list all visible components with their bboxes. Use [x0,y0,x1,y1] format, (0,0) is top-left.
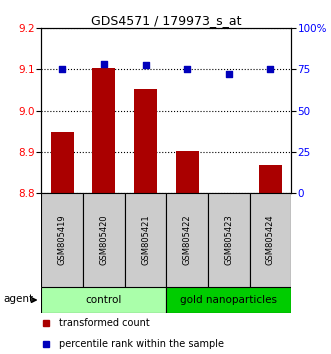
Bar [51,132,74,193]
Text: GSM805420: GSM805420 [99,215,108,265]
Text: GSM805423: GSM805423 [224,215,233,265]
Text: agent: agent [3,294,33,304]
Bar [250,193,291,287]
Text: GSM805424: GSM805424 [266,215,275,265]
Text: GSM805422: GSM805422 [183,215,192,265]
Bar [259,165,282,193]
Bar [41,287,166,313]
Bar [134,89,157,193]
Bar [83,193,125,287]
Text: percentile rank within the sample: percentile rank within the sample [59,339,224,349]
Point [101,61,107,67]
Bar [208,193,250,287]
Bar [176,151,199,193]
Title: GDS4571 / 179973_s_at: GDS4571 / 179973_s_at [91,14,242,27]
Text: GSM805419: GSM805419 [58,215,67,265]
Text: transformed count: transformed count [59,319,150,329]
Bar [125,193,166,287]
Text: gold nanoparticles: gold nanoparticles [180,295,277,305]
Bar [41,193,83,287]
Bar [166,287,291,313]
Point [268,67,273,72]
Bar [166,193,208,287]
Point [143,63,148,68]
Bar [92,68,115,193]
Text: GSM805421: GSM805421 [141,215,150,265]
Text: control: control [86,295,122,305]
Point [226,71,231,76]
Point [184,66,190,72]
Point [60,67,65,72]
